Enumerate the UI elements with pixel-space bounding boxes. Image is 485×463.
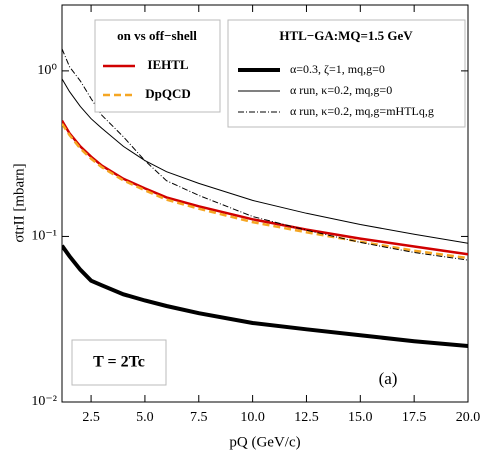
legend-label: DpQCD xyxy=(145,86,191,101)
curves xyxy=(62,48,468,348)
series-line xyxy=(62,244,468,348)
y-axis-label: σtrII [mbarn] xyxy=(11,163,27,242)
annotation: (a) xyxy=(379,369,398,388)
legend-label: α=0.3, ζ=1, mq,g=0 xyxy=(290,62,385,76)
plot-frame xyxy=(61,4,469,403)
x-tick-label: 7.5 xyxy=(190,410,208,425)
y-tick-label: 10⁰ xyxy=(37,63,57,78)
x-tick-label: 5.0 xyxy=(136,410,154,425)
legend-label: α run, κ=0.2, mq,g=mHTLq,g xyxy=(290,104,434,118)
series-line xyxy=(62,120,468,256)
x-tick-label: 12.5 xyxy=(294,410,319,425)
series-line xyxy=(62,48,468,261)
x-tick-label: 15.0 xyxy=(348,410,373,425)
y-tick-label: 10⁻² xyxy=(31,394,57,409)
annotation: T = 2Tc xyxy=(93,354,145,371)
series-line xyxy=(62,78,468,244)
legend-title: HTL−GA:MQ=1.5 GeV xyxy=(279,28,413,43)
series-line xyxy=(62,123,468,260)
x-axis-label: pQ (GeV/c) xyxy=(229,434,300,450)
y-tick-label: 10⁻¹ xyxy=(31,229,57,244)
x-tick-label: 20.0 xyxy=(456,410,481,425)
legend-box xyxy=(227,19,466,128)
x-tick-label: 17.5 xyxy=(402,410,427,425)
legend-label: α run, κ=0.2, mq,g=0 xyxy=(290,83,392,97)
annotation-box xyxy=(71,339,167,386)
x-tick-label: 2.5 xyxy=(82,410,100,425)
legend-label: IEHTL xyxy=(147,57,189,72)
x-tick-label: 10.0 xyxy=(240,410,265,425)
legend-title: on vs off−shell xyxy=(117,28,197,43)
